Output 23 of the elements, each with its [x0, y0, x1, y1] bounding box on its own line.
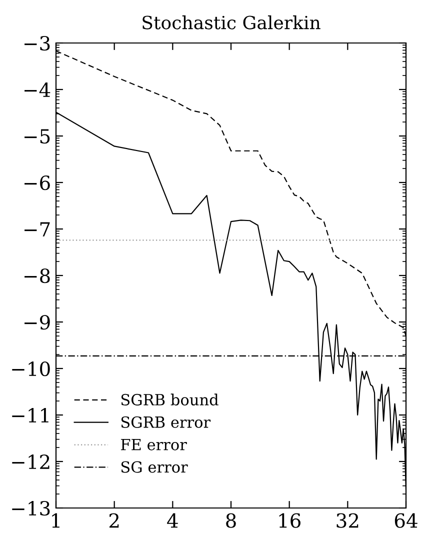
y-tick-label: −12 [12, 454, 50, 469]
y-tick-label: −5 [24, 129, 50, 144]
legend-label: SGRB bound [121, 394, 218, 406]
y-tick-label: −4 [24, 82, 50, 97]
y-tick-label: −8 [24, 268, 50, 284]
y-tick-label: −11 [12, 408, 48, 422]
legend-label: SG error [121, 461, 188, 473]
legend-label: FE error [121, 438, 187, 450]
x-tick-label: 1 [52, 513, 60, 528]
x-tick-label: 16 [279, 513, 300, 528]
x-tick-label: 8 [226, 513, 236, 528]
x-tick-label: 32 [336, 513, 358, 528]
y-tick-label: −3 [24, 36, 50, 51]
x-tick-label: 4 [167, 513, 178, 528]
x-tick-label: 64 [394, 513, 418, 528]
y-tick-label: −9 [24, 314, 50, 330]
y-tick-label: −6 [24, 175, 50, 190]
legend-label: SGRB error [121, 416, 211, 428]
x-tick-label: 2 [109, 513, 119, 528]
y-tick-label: −13 [12, 500, 50, 516]
y-tick-label: −7 [24, 222, 50, 236]
chart-title: Stochastic Galerkin [142, 15, 320, 30]
y-tick-label: −10 [12, 361, 50, 376]
